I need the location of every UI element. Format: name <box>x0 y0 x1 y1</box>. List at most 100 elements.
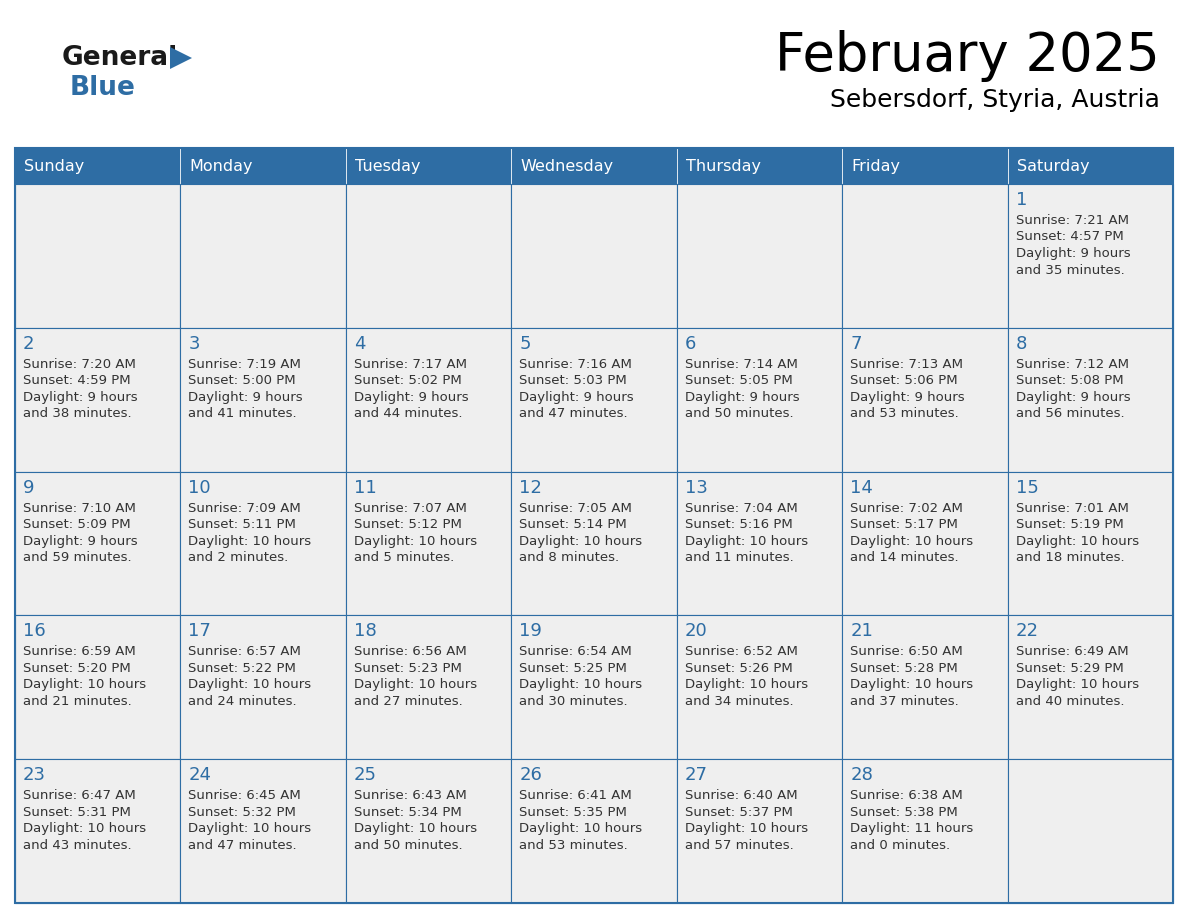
Text: Daylight: 9 hours: Daylight: 9 hours <box>851 391 965 404</box>
Bar <box>15 148 1173 903</box>
Text: 14: 14 <box>851 478 873 497</box>
Text: Sunrise: 6:38 AM: Sunrise: 6:38 AM <box>851 789 963 802</box>
Bar <box>842 615 1007 759</box>
Bar <box>842 148 1007 184</box>
Text: Sunset: 5:31 PM: Sunset: 5:31 PM <box>23 806 131 819</box>
Bar <box>181 148 346 184</box>
Text: Sunrise: 7:17 AM: Sunrise: 7:17 AM <box>354 358 467 371</box>
Text: Daylight: 10 hours: Daylight: 10 hours <box>1016 678 1138 691</box>
Text: Daylight: 9 hours: Daylight: 9 hours <box>519 391 634 404</box>
Text: Friday: Friday <box>851 159 901 174</box>
Text: 5: 5 <box>519 335 531 353</box>
Text: Sunrise: 7:19 AM: Sunrise: 7:19 AM <box>189 358 302 371</box>
Text: Sunset: 5:06 PM: Sunset: 5:06 PM <box>851 375 958 387</box>
Bar <box>511 184 677 328</box>
Text: Daylight: 10 hours: Daylight: 10 hours <box>519 678 643 691</box>
Bar <box>1007 472 1173 615</box>
Text: Daylight: 10 hours: Daylight: 10 hours <box>1016 534 1138 548</box>
Text: and 0 minutes.: and 0 minutes. <box>851 839 950 852</box>
Bar <box>511 759 677 903</box>
Text: Sunset: 5:22 PM: Sunset: 5:22 PM <box>189 662 296 675</box>
Bar <box>1007 148 1173 184</box>
Text: Daylight: 9 hours: Daylight: 9 hours <box>1016 247 1130 260</box>
Bar <box>1007 615 1173 759</box>
Text: Sunset: 5:03 PM: Sunset: 5:03 PM <box>519 375 627 387</box>
Text: Daylight: 10 hours: Daylight: 10 hours <box>23 823 146 835</box>
Text: 23: 23 <box>23 767 46 784</box>
Bar <box>346 184 511 328</box>
Text: Thursday: Thursday <box>685 159 760 174</box>
Text: Daylight: 9 hours: Daylight: 9 hours <box>354 391 468 404</box>
Text: Sunrise: 6:54 AM: Sunrise: 6:54 AM <box>519 645 632 658</box>
Bar <box>181 184 346 328</box>
Bar <box>181 615 346 759</box>
Text: and 8 minutes.: and 8 minutes. <box>519 551 619 564</box>
Text: 12: 12 <box>519 478 542 497</box>
Text: 15: 15 <box>1016 478 1038 497</box>
Bar <box>15 615 181 759</box>
Text: Sunrise: 6:57 AM: Sunrise: 6:57 AM <box>189 645 302 658</box>
Text: and 56 minutes.: and 56 minutes. <box>1016 408 1124 420</box>
Text: Sunset: 5:05 PM: Sunset: 5:05 PM <box>684 375 792 387</box>
Text: 21: 21 <box>851 622 873 641</box>
Text: Sunrise: 7:14 AM: Sunrise: 7:14 AM <box>684 358 797 371</box>
Text: Sunrise: 6:49 AM: Sunrise: 6:49 AM <box>1016 645 1129 658</box>
Text: 24: 24 <box>189 767 211 784</box>
Text: Daylight: 11 hours: Daylight: 11 hours <box>851 823 973 835</box>
Text: Sunset: 5:12 PM: Sunset: 5:12 PM <box>354 518 462 532</box>
Bar <box>842 184 1007 328</box>
Text: and 59 minutes.: and 59 minutes. <box>23 551 132 564</box>
Text: 26: 26 <box>519 767 542 784</box>
Text: Daylight: 10 hours: Daylight: 10 hours <box>851 678 973 691</box>
Text: 19: 19 <box>519 622 542 641</box>
Text: Sunrise: 6:43 AM: Sunrise: 6:43 AM <box>354 789 467 802</box>
Bar <box>677 328 842 472</box>
Bar <box>511 615 677 759</box>
Text: Daylight: 10 hours: Daylight: 10 hours <box>684 678 808 691</box>
Text: Sunrise: 6:52 AM: Sunrise: 6:52 AM <box>684 645 797 658</box>
Text: 28: 28 <box>851 767 873 784</box>
Bar <box>511 472 677 615</box>
Text: Sunrise: 6:40 AM: Sunrise: 6:40 AM <box>684 789 797 802</box>
Text: Sebersdorf, Styria, Austria: Sebersdorf, Styria, Austria <box>830 88 1159 112</box>
Text: and 47 minutes.: and 47 minutes. <box>519 408 628 420</box>
Text: Sunrise: 7:07 AM: Sunrise: 7:07 AM <box>354 501 467 515</box>
Text: 2: 2 <box>23 335 34 353</box>
Text: Sunrise: 6:47 AM: Sunrise: 6:47 AM <box>23 789 135 802</box>
Text: Daylight: 9 hours: Daylight: 9 hours <box>684 391 800 404</box>
Text: and 18 minutes.: and 18 minutes. <box>1016 551 1124 564</box>
Text: Sunset: 5:29 PM: Sunset: 5:29 PM <box>1016 662 1124 675</box>
Bar <box>15 472 181 615</box>
Text: and 57 minutes.: and 57 minutes. <box>684 839 794 852</box>
Text: Sunset: 5:35 PM: Sunset: 5:35 PM <box>519 806 627 819</box>
Text: Sunrise: 7:13 AM: Sunrise: 7:13 AM <box>851 358 963 371</box>
Bar <box>842 472 1007 615</box>
Text: and 37 minutes.: and 37 minutes. <box>851 695 959 708</box>
Text: Daylight: 10 hours: Daylight: 10 hours <box>354 823 478 835</box>
Bar <box>181 759 346 903</box>
Text: and 40 minutes.: and 40 minutes. <box>1016 695 1124 708</box>
Bar <box>677 184 842 328</box>
Text: Sunset: 5:00 PM: Sunset: 5:00 PM <box>189 375 296 387</box>
Text: Sunrise: 7:20 AM: Sunrise: 7:20 AM <box>23 358 135 371</box>
Text: Wednesday: Wednesday <box>520 159 613 174</box>
Text: 18: 18 <box>354 622 377 641</box>
Text: Blue: Blue <box>70 75 135 101</box>
Text: Daylight: 10 hours: Daylight: 10 hours <box>851 534 973 548</box>
Text: General: General <box>62 45 178 71</box>
Text: Daylight: 10 hours: Daylight: 10 hours <box>354 534 478 548</box>
Text: Daylight: 10 hours: Daylight: 10 hours <box>684 534 808 548</box>
Text: Sunset: 5:28 PM: Sunset: 5:28 PM <box>851 662 958 675</box>
Text: Sunrise: 7:21 AM: Sunrise: 7:21 AM <box>1016 214 1129 227</box>
Text: 4: 4 <box>354 335 366 353</box>
Text: Daylight: 10 hours: Daylight: 10 hours <box>189 678 311 691</box>
Text: and 5 minutes.: and 5 minutes. <box>354 551 454 564</box>
Text: Daylight: 10 hours: Daylight: 10 hours <box>519 823 643 835</box>
Text: Sunset: 5:16 PM: Sunset: 5:16 PM <box>684 518 792 532</box>
Bar <box>677 472 842 615</box>
Text: 11: 11 <box>354 478 377 497</box>
Text: 7: 7 <box>851 335 861 353</box>
Text: Sunset: 5:34 PM: Sunset: 5:34 PM <box>354 806 462 819</box>
Text: Daylight: 10 hours: Daylight: 10 hours <box>684 823 808 835</box>
Text: Daylight: 10 hours: Daylight: 10 hours <box>189 823 311 835</box>
